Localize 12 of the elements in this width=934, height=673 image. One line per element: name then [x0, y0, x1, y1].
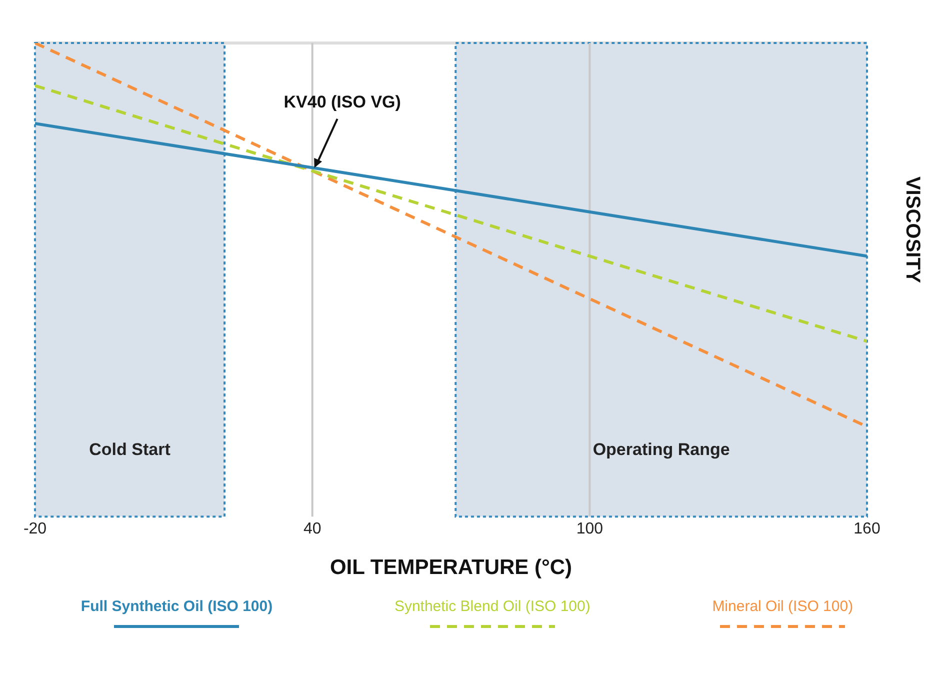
x-tick-label: 40 — [303, 520, 322, 538]
text: Mineral Oil (ISO 100) — [712, 598, 854, 615]
band-label: Cold Start — [89, 440, 171, 459]
annotation: KV40 (ISO VG) — [284, 92, 401, 112]
x-axis-title: OIL TEMPERATURE (°C) — [330, 556, 572, 580]
y-axis-title: VISCOSITY — [901, 176, 924, 284]
x-tick-label: -20 — [23, 520, 47, 538]
x-tick-label: 100 — [576, 520, 604, 538]
text: Full Synthetic Oil (ISO 100) — [80, 598, 273, 615]
band-label: Operating Range — [592, 440, 730, 459]
x-tick-label: 160 — [854, 520, 880, 538]
text: Synthetic Blend Oil (ISO 100) — [394, 598, 590, 615]
